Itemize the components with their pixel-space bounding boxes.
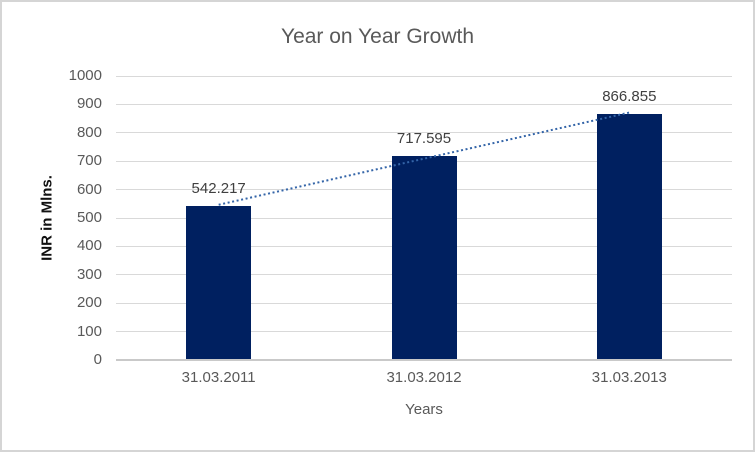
y-tick-label: 400 <box>76 237 102 255</box>
x-tick-label: 31.03.2011 <box>181 369 256 386</box>
data-label: 717.595 <box>396 130 452 148</box>
y-tick-label: 600 <box>76 180 102 198</box>
y-tick-label: 500 <box>76 209 102 226</box>
plot-area: 542.217 717.595 866.855 <box>116 75 732 361</box>
y-tick-label: 300 <box>76 265 102 283</box>
y-tick-label: 100 <box>76 322 102 340</box>
gridline <box>116 75 732 77</box>
x-tick-label: 31.03.2012 <box>386 369 462 386</box>
data-label: 542.217 <box>191 180 246 197</box>
y-tick-label: 200 <box>76 294 102 312</box>
chart-bar-31.03.2012[interactable] <box>391 156 457 360</box>
chart-bar-31.03.2011[interactable] <box>186 206 252 360</box>
y-tick-label: 700 <box>76 152 102 170</box>
x-axis-line <box>116 359 732 361</box>
x-tick-label: 31.03.2013 <box>591 369 667 386</box>
y-tick-label: 1000 <box>68 67 102 84</box>
data-label: 866.855 <box>602 87 657 105</box>
y-tick-label: 800 <box>76 123 102 141</box>
x-axis-title: Years <box>405 401 443 418</box>
gridline <box>116 103 732 105</box>
y-tick-label: 0 <box>93 351 102 368</box>
chart-bar-31.03.2013[interactable] <box>596 113 662 360</box>
chart-title: Year on Year Growth <box>280 25 475 48</box>
y-tick-label: 900 <box>76 95 102 113</box>
